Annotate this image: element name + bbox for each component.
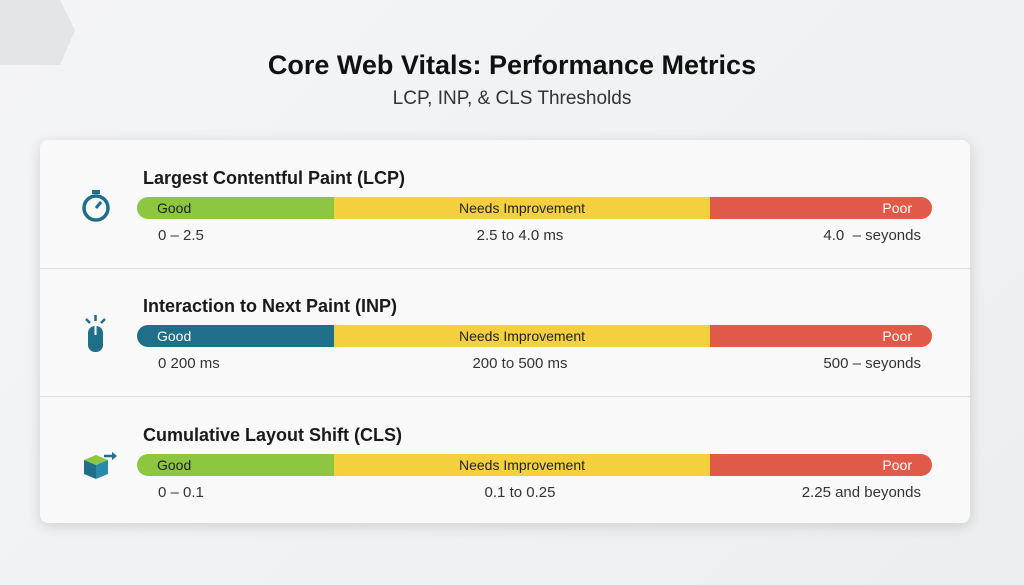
subtitle: LCP, INP, & CLS Thresholds — [392, 88, 632, 109]
range-label: 4.0 – seyonds — [823, 227, 921, 244]
box-icon — [84, 452, 117, 479]
threshold-segment: Needs Improvement — [334, 197, 710, 219]
threshold-segment: Poor — [710, 325, 932, 347]
range-label: 0.1 to 0.25 — [484, 484, 556, 501]
divider — [40, 268, 970, 269]
range-label: 0 200 ms — [158, 355, 220, 372]
corner-hexagon — [0, 0, 75, 65]
threshold-segment: Needs Improvement — [334, 325, 710, 347]
range-label: 500 – seyonds — [823, 355, 921, 372]
range-label: 2.25 and beyonds — [801, 484, 921, 501]
threshold-segment: Needs Improvement — [334, 454, 710, 476]
metric-title: Largest Contentful Paint (LCP) — [143, 168, 405, 188]
threshold-segment: Good — [137, 197, 334, 219]
divider — [40, 396, 970, 397]
stopwatch-icon — [82, 190, 110, 222]
threshold-segment: Poor — [710, 454, 932, 476]
metric-title: Cumulative Layout Shift (CLS) — [143, 425, 403, 445]
range-label: 200 to 500 ms — [472, 355, 568, 372]
title: Core Web Vitals: Performance Metrics — [267, 50, 757, 80]
range-label: 0 – 0.1 — [158, 484, 204, 501]
threshold-segment: Poor — [710, 197, 932, 219]
threshold-segment: Good — [137, 454, 334, 476]
range-label: 0 – 2.5 — [158, 227, 204, 244]
mouse-icon — [85, 315, 106, 352]
range-label: 2.5 to 4.0 ms — [476, 227, 564, 244]
threshold-segment: Good — [137, 325, 334, 347]
metric-title: Interaction to Next Paint (INP) — [143, 296, 398, 316]
